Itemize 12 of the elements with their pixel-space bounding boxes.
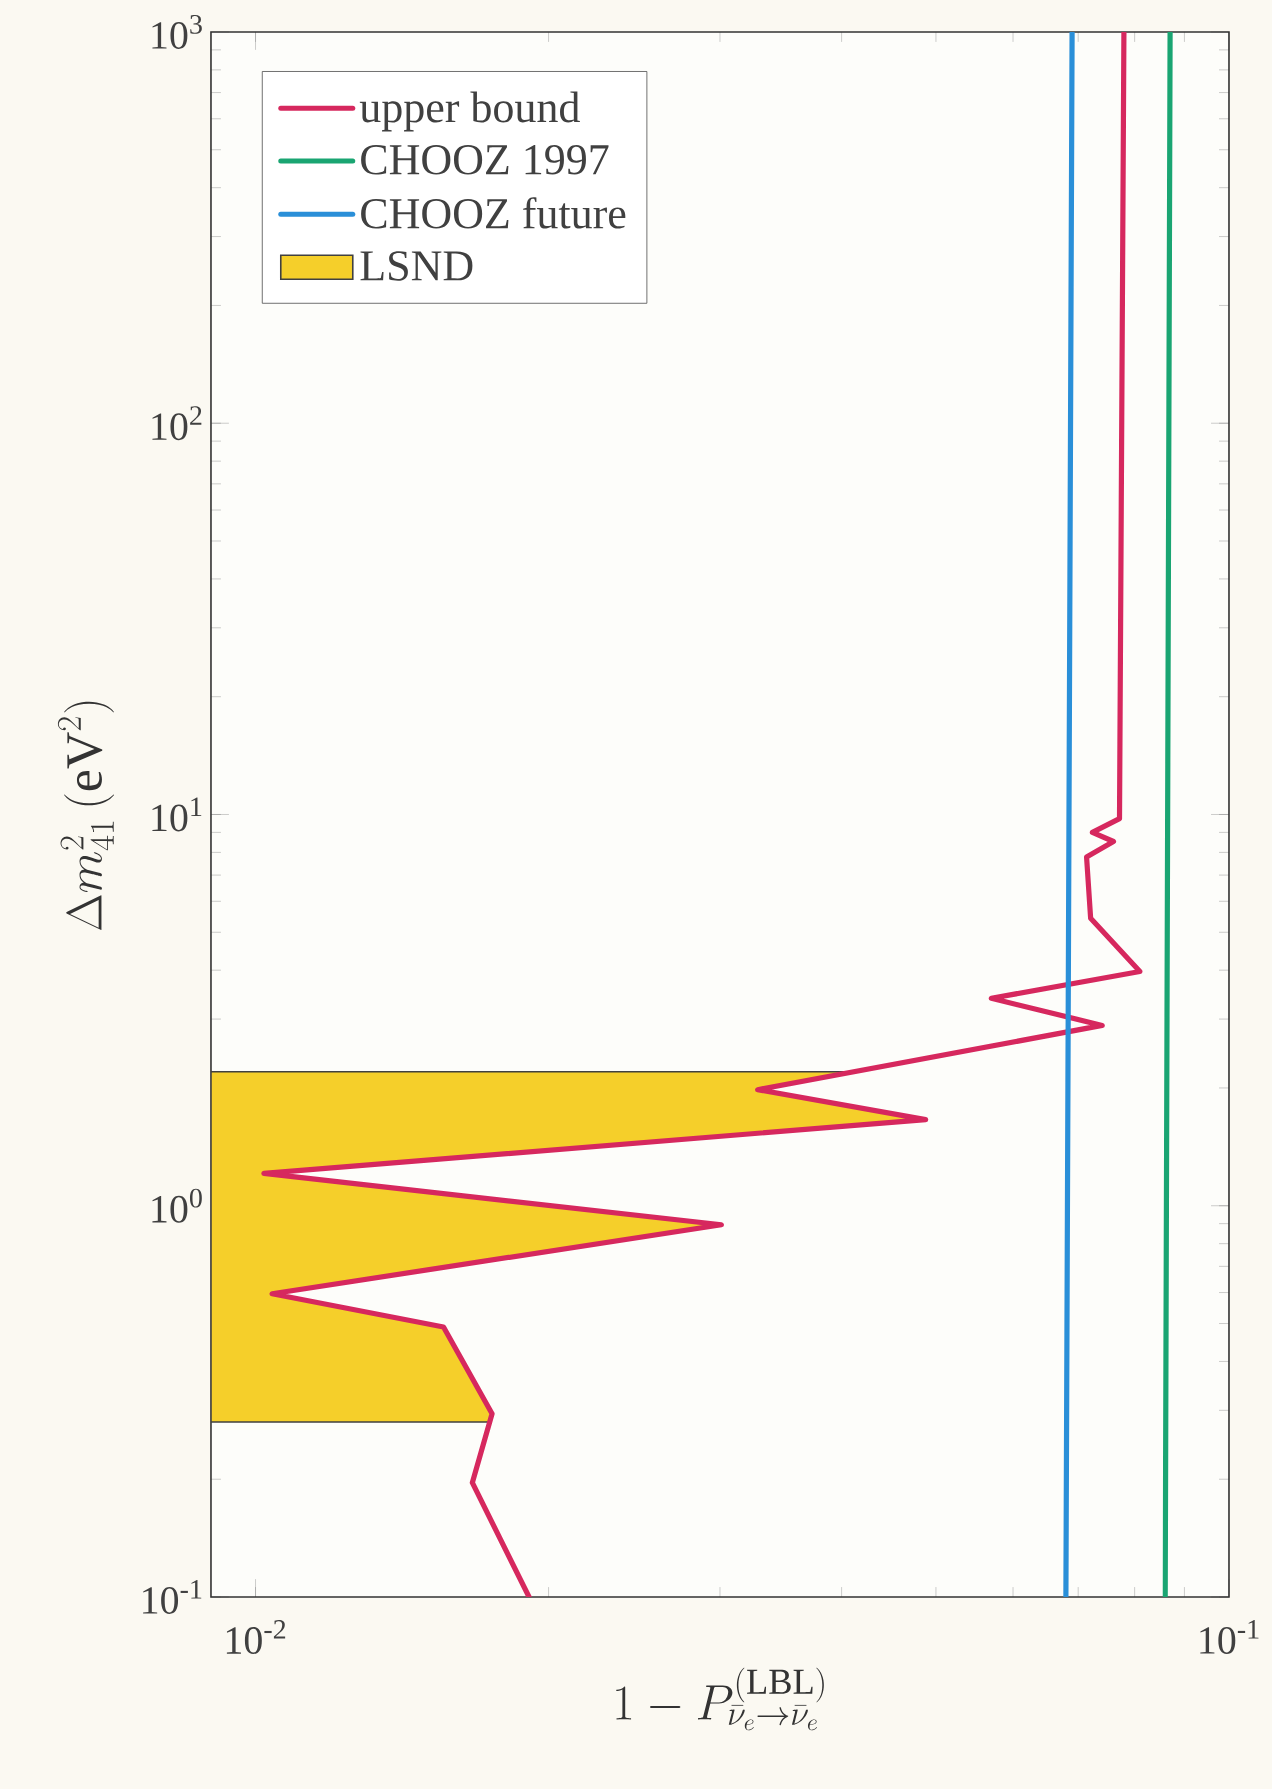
y-tick-label: 10$^{2}$ — [152, 406, 202, 441]
legend-label: CHOOZ 1997 — [361, 145, 609, 175]
y-tick-label: 10$^{1}$ — [152, 797, 202, 832]
legend-label: LSND — [360, 251, 473, 281]
y-tick-label: 10$^{0}$ — [152, 1188, 202, 1223]
y-tick-label: 10$^{3}$ — [152, 14, 202, 49]
legend-label: CHOOZ future — [361, 197, 626, 229]
x-tick-label: 10$^{-2}$ — [226, 1620, 286, 1655]
x-axis-title: $1 - P^{(\mathrm{LBL})}_{\bar{\nu}_e\to\bar{\nu}_e}$ — [616, 1667, 824, 1731]
y-tick-label: 10$^{-1}$ — [143, 1580, 202, 1614]
legend-label: upper bound — [359, 91, 580, 132]
y-axis-title: $\Delta m^{2}_{41}\,(\mathrm{eV}^{2})$ — [57, 701, 114, 931]
